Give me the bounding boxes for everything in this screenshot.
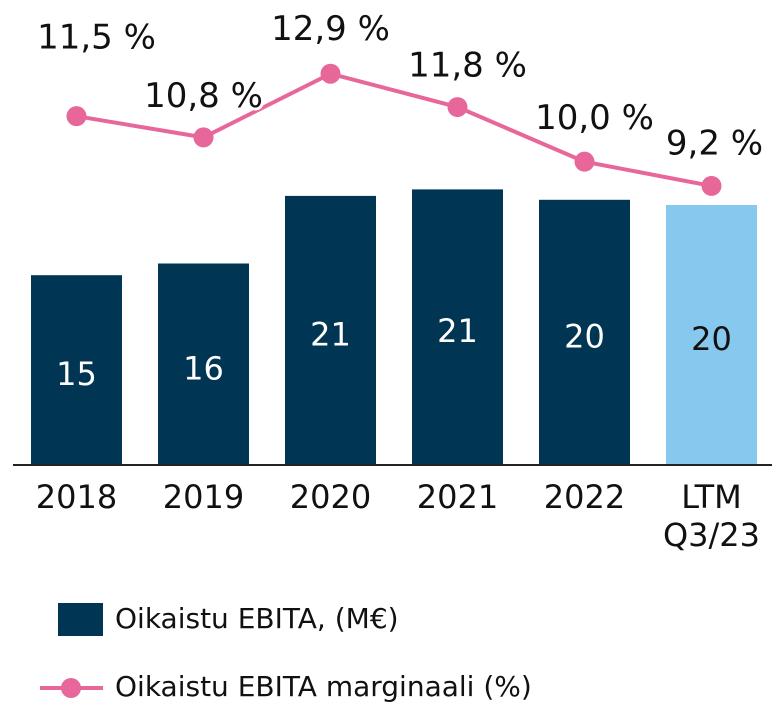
line-point [193,127,214,148]
line [76,71,712,188]
bar-value-label: 21 [437,312,478,350]
line-value-label: 10,0 % [535,98,654,138]
x-tick-label: 2022 [543,478,626,516]
x-tick-label: 2021 [416,478,499,516]
bar [285,195,376,465]
bar [666,205,757,465]
x-tick-label: 2019 [162,478,245,516]
bar [31,275,122,465]
bar-value-label: 20 [564,317,605,355]
line-point [701,175,722,196]
bar [412,189,503,465]
bar [539,199,630,466]
x-tick-label: 2018 [35,478,118,516]
bar [158,263,249,465]
x-tick-label: 2020 [289,478,372,516]
legend-swatch [58,603,103,636]
x-tick-label: LTM Q3/23 [662,478,761,554]
line-point [66,106,87,127]
line-value-label: 11,8 % [408,46,527,86]
bar-value-label: 21 [310,315,351,353]
bar-value-label: 20 [691,320,732,358]
line-value-label: 9,2 % [666,123,763,163]
line-value-label: 11,5 % [37,18,156,58]
bar-value-label: 16 [183,349,224,387]
line-point [447,97,468,118]
line-point [574,151,595,172]
line-value-label: 10,8 % [144,76,263,116]
legend-label: Oikaistu EBITA, (M€) [115,602,399,635]
bar-value-label: 15 [56,355,97,393]
line-value-label: 12,9 % [271,9,390,49]
legend-label: Oikaistu EBITA marginaali (%) [115,670,532,703]
line-point [320,63,341,84]
legend-marker [61,678,81,698]
